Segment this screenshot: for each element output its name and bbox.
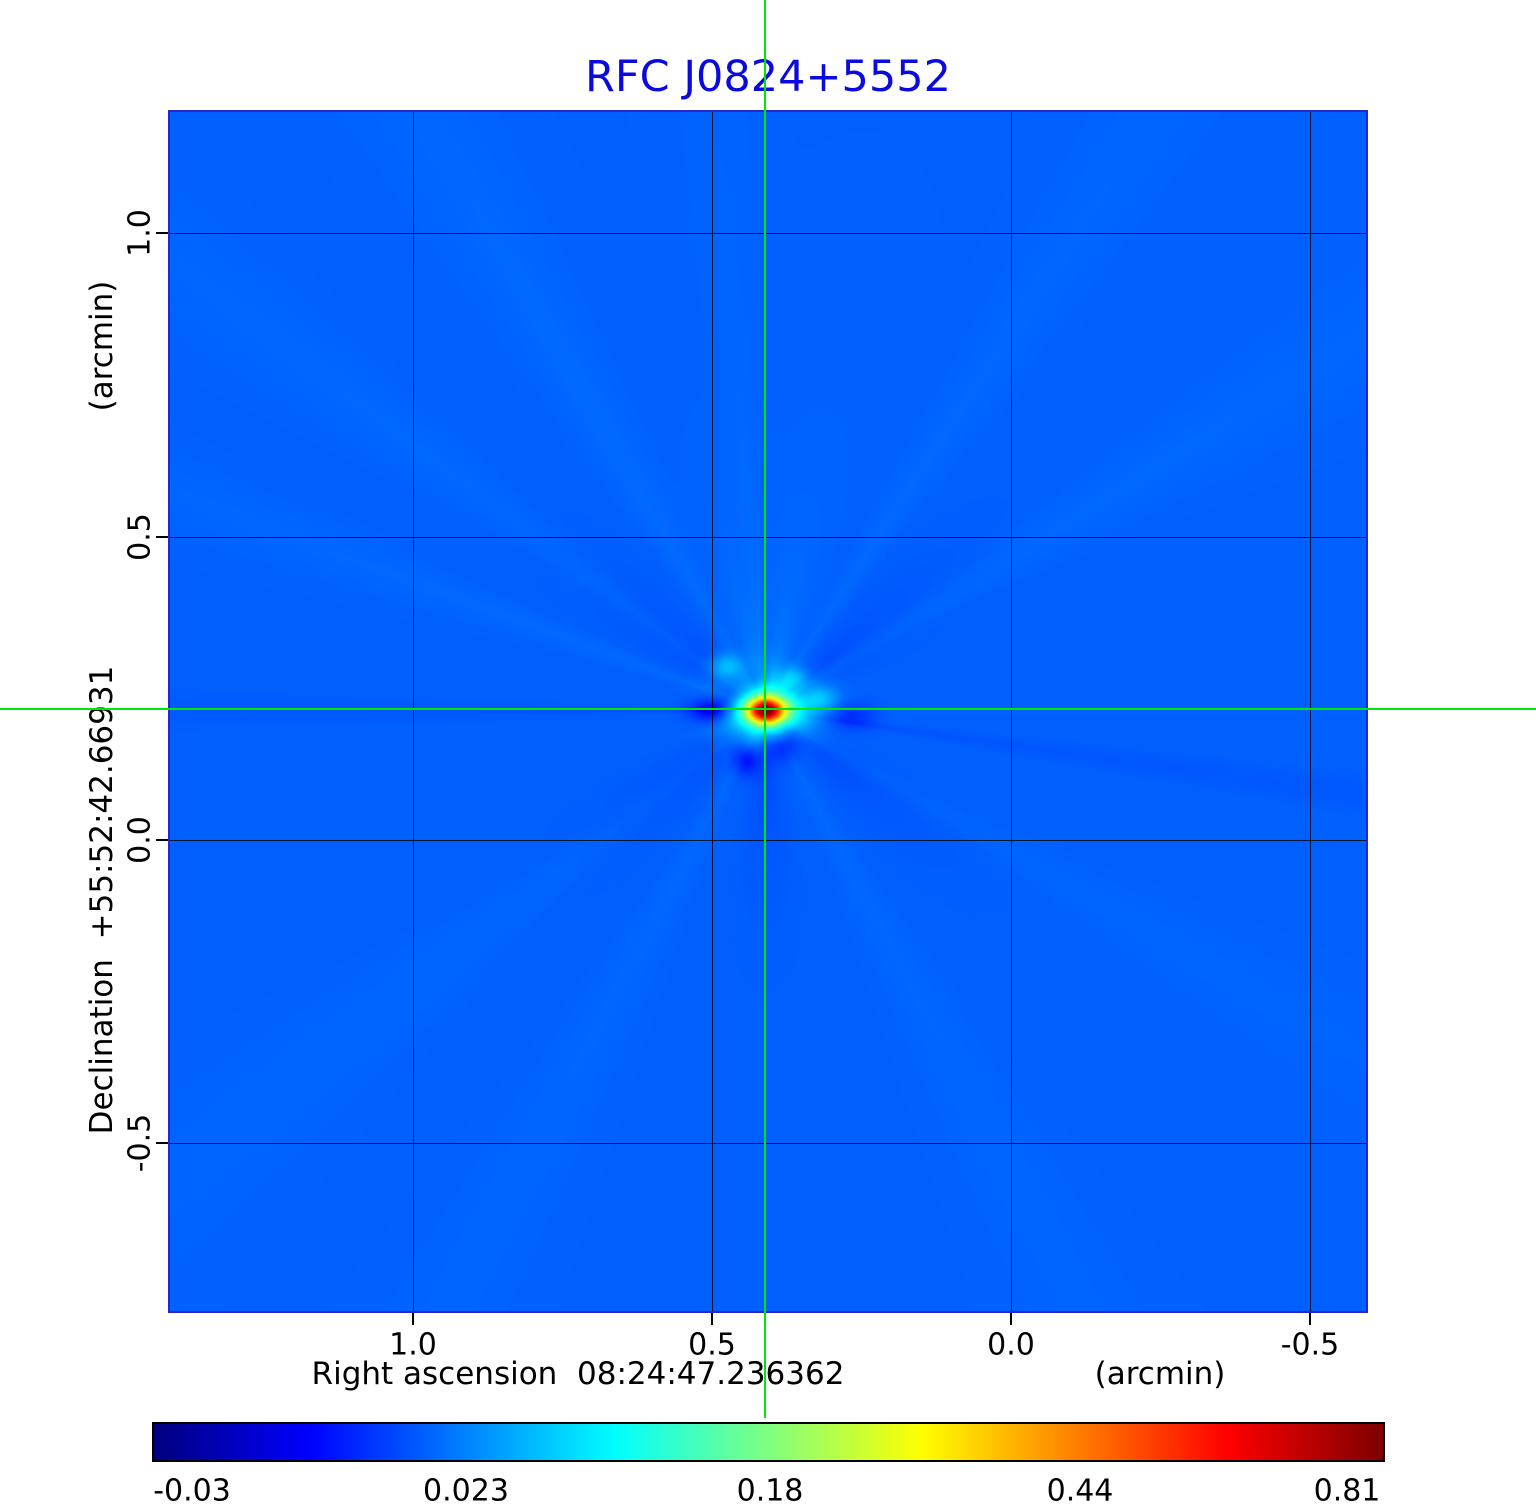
x-tick-1: 0.5: [688, 1327, 736, 1363]
y-axis-label: Declination +55:52:42.66931: [84, 665, 120, 1135]
y-axis-unit-label: (arcmin): [84, 280, 120, 412]
x-axis-tick-mark: [1309, 1313, 1311, 1325]
grid-line-vertical: [1011, 112, 1012, 1311]
grid-line-horizontal: [170, 1143, 1366, 1144]
map-plot-area: [156, 110, 1368, 1325]
grid-line-horizontal: [170, 233, 1366, 234]
colorbar-gradient: [154, 1424, 1383, 1460]
y-tick-1: 0.5: [122, 513, 158, 561]
y-axis-tick-mark: [156, 536, 168, 538]
x-tick-2: 0.0: [987, 1327, 1035, 1363]
y-tick-2: 0.0: [122, 816, 158, 864]
plot-title: RFC J0824+5552: [585, 52, 951, 102]
y-tick-0: 1.0: [122, 209, 158, 257]
x-axis-label: Right ascension 08:24:47.236362: [311, 1356, 845, 1392]
x-tick-3: -0.5: [1280, 1327, 1340, 1363]
x-axis-tick-mark: [1010, 1313, 1012, 1325]
grid-line-vertical: [1310, 112, 1311, 1311]
x-axis-tick-mark: [711, 1313, 713, 1325]
grid-line-horizontal: [170, 840, 1366, 841]
colorbar-tick-2: 0.18: [736, 1473, 804, 1509]
colorbar-tick-0: -0.03: [153, 1473, 231, 1509]
grid-line-vertical: [413, 112, 414, 1311]
grid-line-horizontal: [170, 537, 1366, 538]
colorbar-tick-1: 0.023: [423, 1473, 509, 1509]
colorbar-tick-4: 0.81: [1313, 1473, 1381, 1509]
intensity-map-image: [170, 112, 1366, 1311]
x-axis-unit-label: (arcmin): [1094, 1356, 1226, 1392]
y-tick-3: -0.5: [122, 1113, 158, 1173]
crosshair-horizontal-line: [0, 708, 1536, 710]
x-tick-0: 1.0: [389, 1327, 437, 1363]
y-axis-tick-mark: [156, 232, 168, 234]
y-axis-tick-mark: [156, 839, 168, 841]
colorbar-tick-3: 0.44: [1046, 1473, 1114, 1509]
colorbar: [152, 1422, 1385, 1462]
x-axis-tick-mark: [412, 1313, 414, 1325]
y-axis-tick-mark: [156, 1142, 168, 1144]
grid-line-vertical: [712, 112, 713, 1311]
